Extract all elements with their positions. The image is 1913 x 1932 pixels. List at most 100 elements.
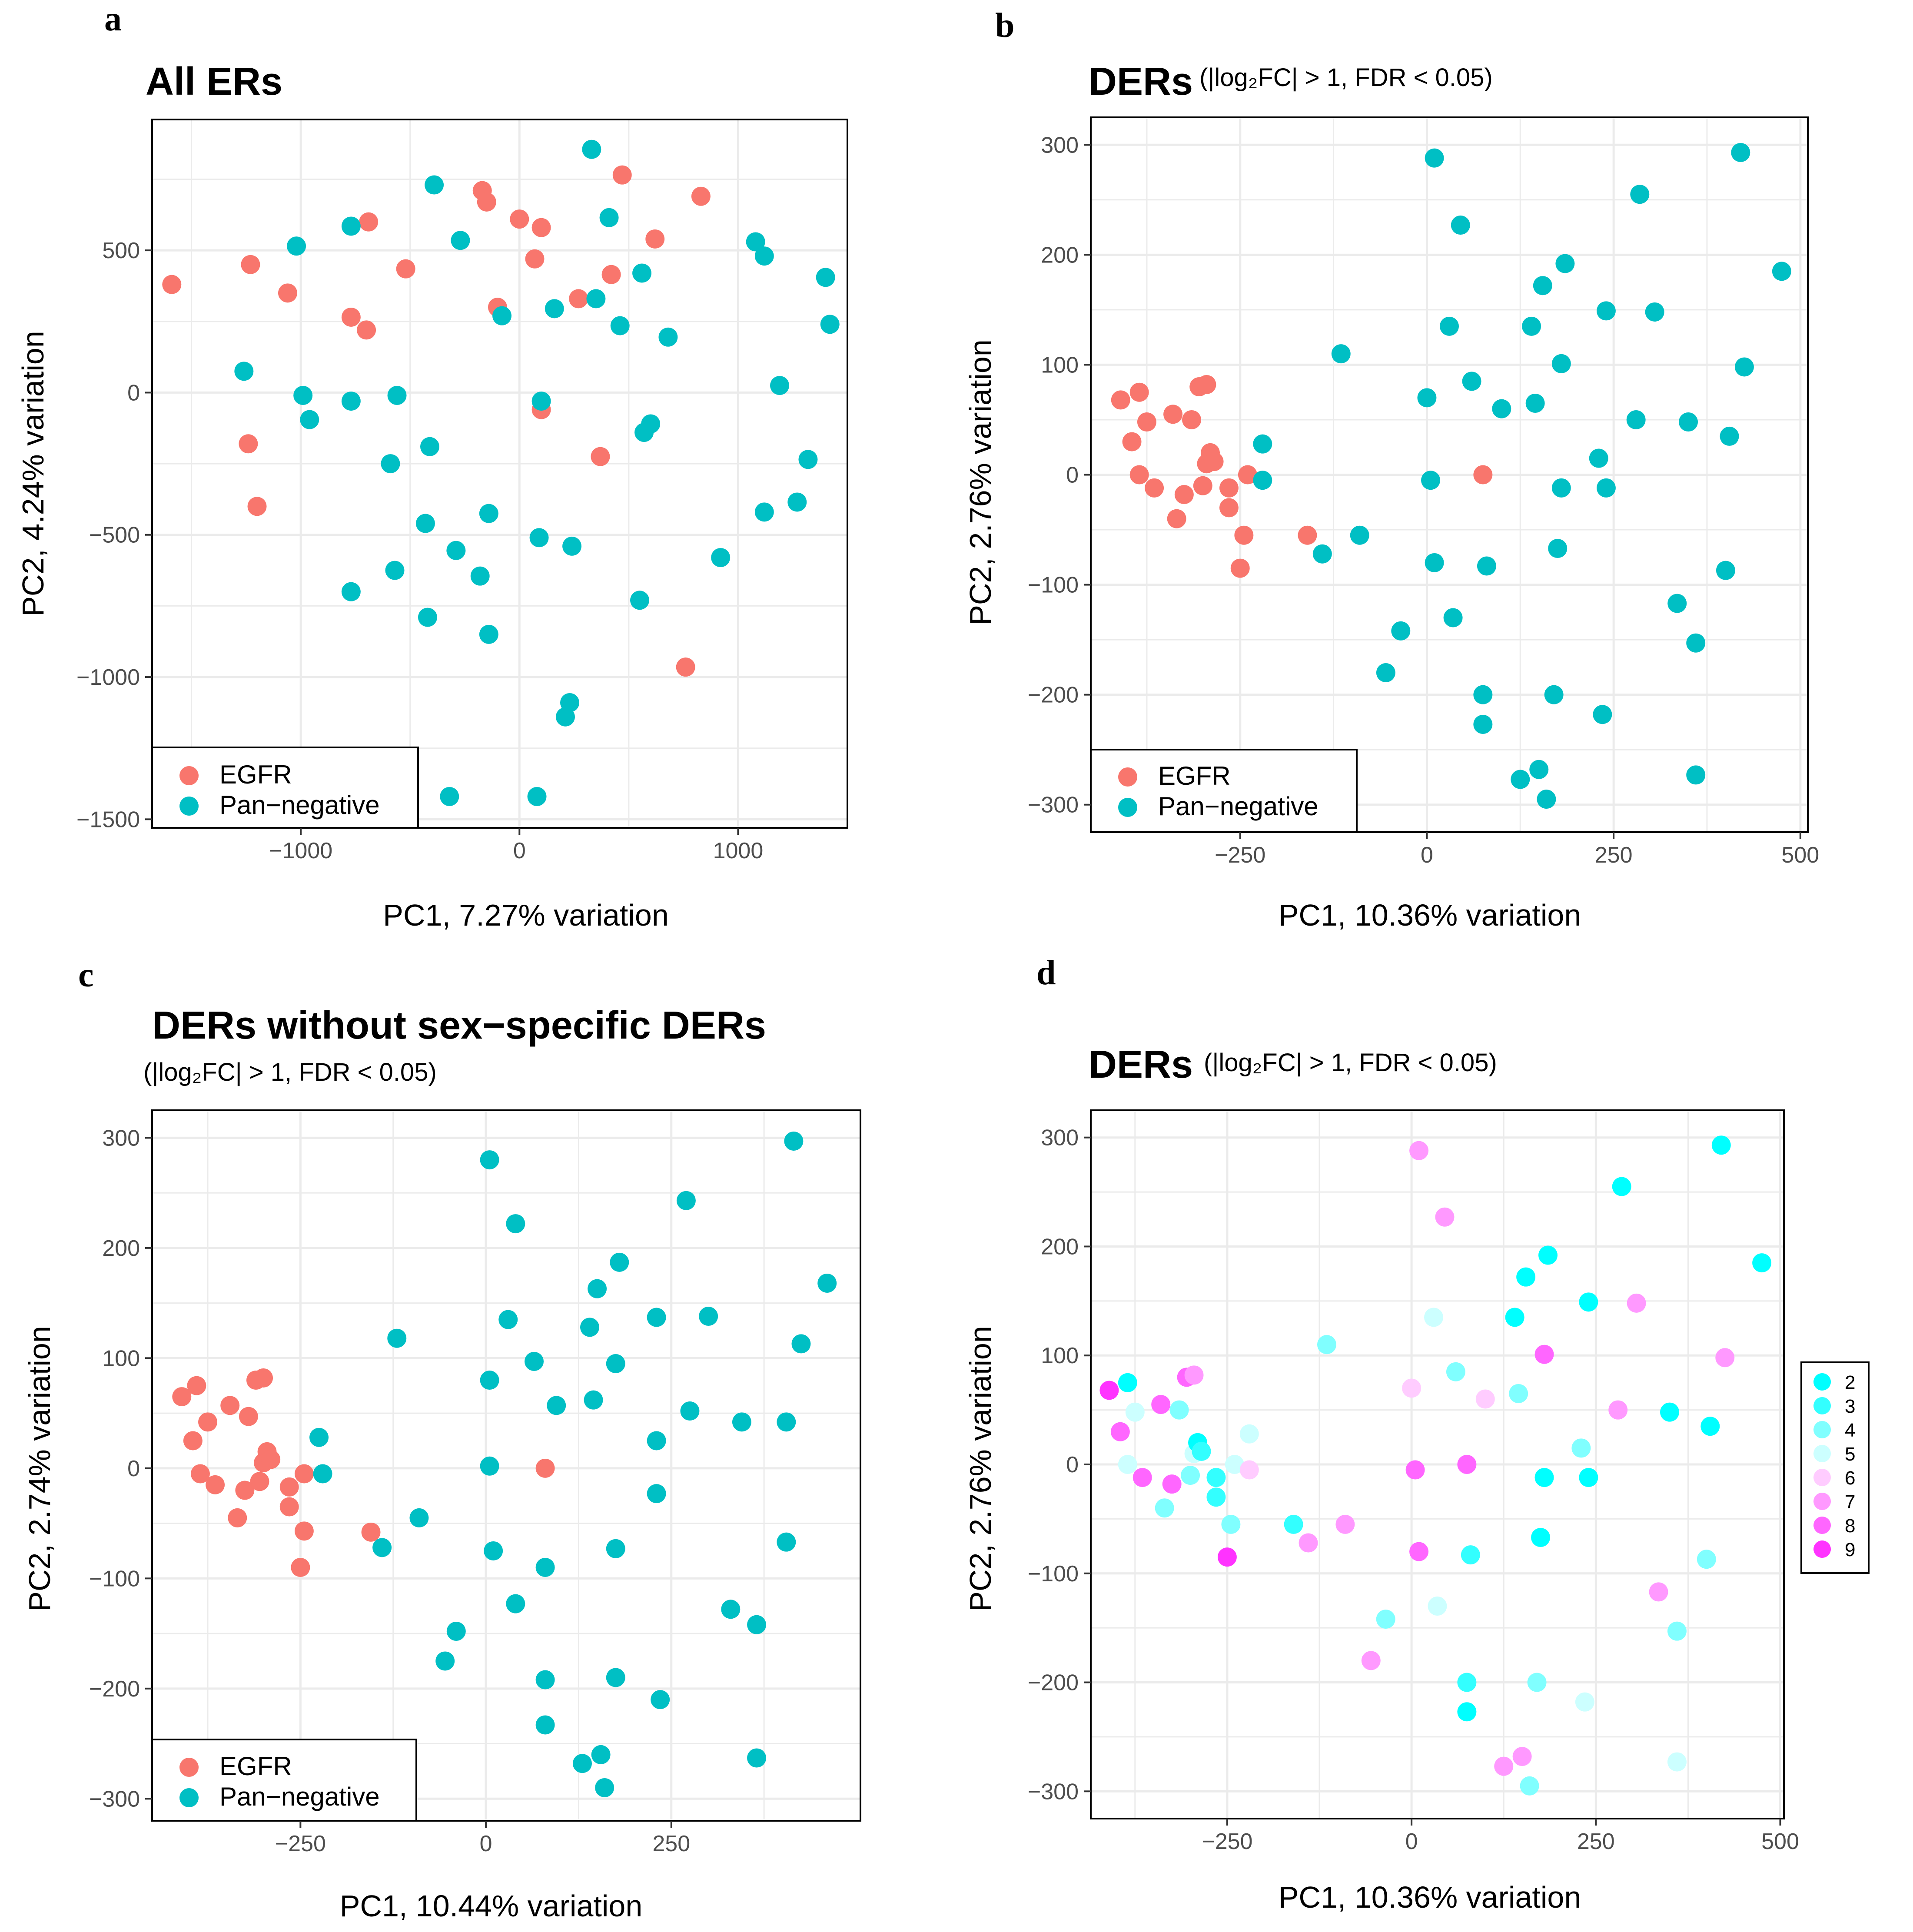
data-point-pan-negative xyxy=(309,1428,329,1447)
data-point-egfr xyxy=(1163,405,1182,424)
data-point-pan-negative xyxy=(342,216,361,236)
data-point-cluster-2 xyxy=(1505,1308,1524,1327)
y-tick-label: −300 xyxy=(1028,1779,1079,1804)
data-point-cluster-7 xyxy=(1435,1208,1454,1227)
y-tick-label: 0 xyxy=(1066,463,1079,488)
data-point-egfr xyxy=(239,434,258,453)
data-point-pan-negative xyxy=(1686,634,1705,653)
data-point-cluster-5 xyxy=(1667,1753,1687,1772)
data-point-cluster-3 xyxy=(1192,1442,1211,1461)
data-point-cluster-3 xyxy=(1206,1468,1226,1487)
legend-label-cluster-5: 5 xyxy=(1845,1444,1855,1465)
data-point-cluster-7 xyxy=(1649,1582,1668,1601)
data-point-pan-negative xyxy=(1421,471,1440,490)
chart-subtitle-d: (|log₂FC| > 1, FDR < 0.05) xyxy=(1204,1049,1497,1077)
data-point-pan-negative xyxy=(680,1401,699,1421)
y-tick-label: −200 xyxy=(89,1676,140,1702)
legend-c: EGFR Pan−negative xyxy=(152,1739,416,1821)
data-point-cluster-5 xyxy=(1240,1424,1259,1444)
y-tick-label: −200 xyxy=(1028,683,1079,708)
x-tick-label: −250 xyxy=(1215,843,1265,868)
y-tick-label: 300 xyxy=(1041,1125,1079,1151)
legend-marker-cluster-3 xyxy=(1813,1397,1831,1414)
data-point-egfr xyxy=(591,447,610,466)
legend-marker-cluster-4 xyxy=(1813,1421,1831,1438)
data-point-cluster-7 xyxy=(1299,1534,1318,1553)
data-point-egfr xyxy=(1193,476,1212,495)
data-point-pan-negative xyxy=(588,1279,607,1298)
data-point-pan-negative xyxy=(747,1749,766,1768)
y-tick-label: 200 xyxy=(1041,1234,1079,1259)
data-point-cluster-7 xyxy=(1627,1294,1646,1313)
data-point-cluster-8 xyxy=(1133,1468,1152,1487)
data-point-pan-negative xyxy=(381,454,400,473)
legend-d: 23456789 xyxy=(1801,1362,1869,1573)
data-point-pan-negative xyxy=(647,1308,666,1327)
legend-label-cluster-3: 3 xyxy=(1845,1396,1855,1417)
data-point-egfr xyxy=(248,497,267,516)
data-point-cluster-2 xyxy=(1535,1468,1554,1487)
data-point-pan-negative xyxy=(372,1538,392,1557)
data-point-cluster-8 xyxy=(1457,1455,1476,1474)
x-tick-label: −1000 xyxy=(269,838,332,863)
data-point-pan-negative xyxy=(647,1431,666,1450)
data-point-cluster-5 xyxy=(1126,1403,1145,1422)
panel-c: c DERs without sex−specific DERs (|log₂F… xyxy=(23,956,860,1923)
data-point-pan-negative xyxy=(560,693,579,712)
data-point-pan-negative xyxy=(606,1354,625,1373)
data-point-pan-negative xyxy=(798,450,817,469)
panel-letter-a: a xyxy=(104,0,122,38)
data-point-pan-negative xyxy=(287,236,306,256)
data-point-pan-negative xyxy=(1627,410,1646,429)
data-point-pan-negative xyxy=(791,1334,810,1353)
data-point-cluster-6 xyxy=(1402,1378,1421,1398)
data-point-pan-negative xyxy=(313,1464,332,1484)
legend-frame-d xyxy=(1801,1362,1869,1573)
y-tick-label: 200 xyxy=(102,1236,140,1261)
data-point-cluster-7 xyxy=(1513,1747,1532,1766)
y-tick-label: 0 xyxy=(1066,1452,1079,1477)
data-point-egfr xyxy=(1298,526,1317,545)
data-point-egfr xyxy=(510,209,529,229)
data-point-pan-negative xyxy=(1529,760,1548,779)
data-point-pan-negative xyxy=(479,504,498,523)
data-point-egfr xyxy=(532,218,551,237)
data-point-cluster-8 xyxy=(1409,1542,1428,1561)
legend-label-pan-negative: Pan−negative xyxy=(219,790,380,820)
legend-label-egfr: EGFR xyxy=(219,760,292,789)
data-point-cluster-5 xyxy=(1424,1308,1443,1327)
y-tick-label: −100 xyxy=(1028,1561,1079,1587)
data-point-pan-negative xyxy=(1772,262,1791,281)
chart-subtitle-b: (|log₂FC| > 1, FDR < 0.05) xyxy=(1199,63,1493,92)
data-point-egfr xyxy=(278,283,297,302)
data-point-cluster-4 xyxy=(1571,1438,1591,1457)
x-tick-label: 1000 xyxy=(713,838,764,863)
data-point-egfr xyxy=(1137,412,1156,432)
data-point-egfr xyxy=(162,275,181,294)
data-point-egfr xyxy=(187,1376,206,1395)
chart-subtitle-c: (|log₂FC| > 1, FDR < 0.05) xyxy=(143,1058,437,1086)
data-point-egfr xyxy=(1145,478,1164,498)
data-point-cluster-5 xyxy=(1575,1693,1594,1712)
data-point-egfr xyxy=(396,259,415,279)
x-tick-label: 250 xyxy=(652,1831,690,1856)
data-point-cluster-7 xyxy=(1715,1348,1734,1367)
data-point-cluster-2 xyxy=(1700,1417,1720,1436)
data-point-pan-negative xyxy=(647,1484,666,1503)
data-point-egfr xyxy=(254,1368,273,1388)
chart-title-d: DERs xyxy=(1089,1043,1193,1086)
data-point-cluster-2 xyxy=(1516,1268,1535,1287)
data-point-pan-negative xyxy=(498,1310,518,1329)
data-point-pan-negative xyxy=(409,1508,428,1527)
data-point-egfr xyxy=(295,1521,314,1540)
legend-marker-cluster-7 xyxy=(1813,1493,1831,1510)
data-point-egfr xyxy=(183,1431,203,1450)
data-point-egfr xyxy=(228,1508,247,1527)
legend-marker-pan-negative xyxy=(179,797,199,816)
data-point-pan-negative xyxy=(446,541,465,560)
data-point-egfr xyxy=(1130,465,1149,485)
data-point-cluster-4 xyxy=(1155,1498,1174,1517)
data-point-egfr xyxy=(613,166,632,185)
data-point-pan-negative xyxy=(820,315,840,334)
data-point-cluster-3 xyxy=(1457,1673,1476,1692)
